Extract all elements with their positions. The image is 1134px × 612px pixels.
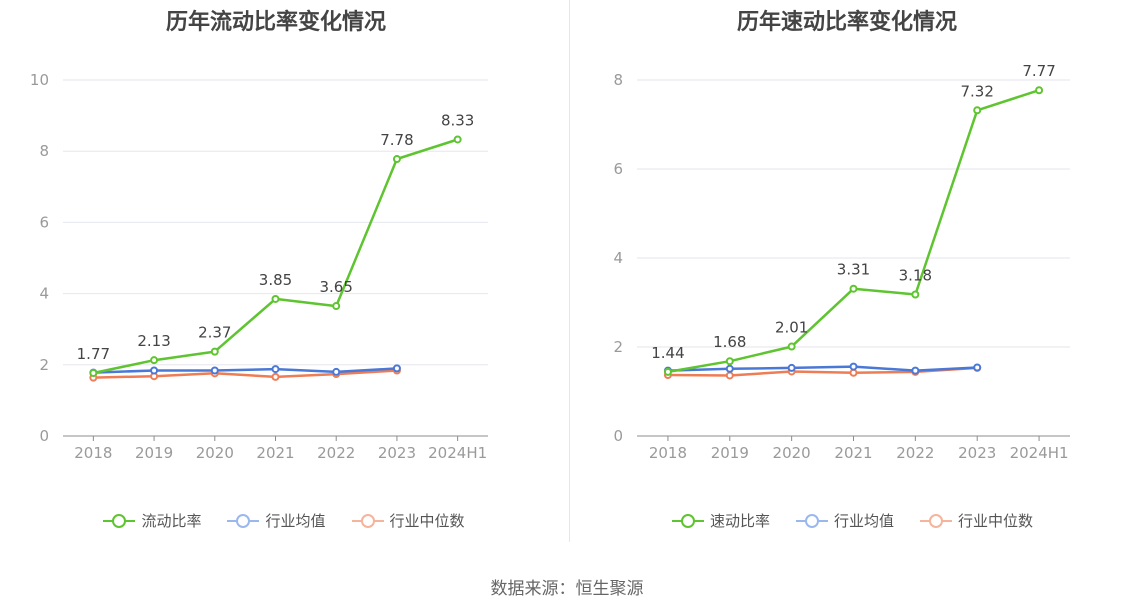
legend-marker-icon: [227, 513, 260, 529]
data-label: 7.78: [380, 131, 413, 149]
y-tick-label: 8: [613, 71, 623, 89]
y-tick-label: 2: [613, 338, 623, 356]
x-tick-label: 2018: [649, 444, 687, 462]
data-point: [725, 364, 734, 373]
data-point: [849, 284, 858, 293]
legend-item-average[interactable]: 行业均值: [795, 510, 894, 531]
series-line-average: [667, 365, 978, 372]
data-point: [332, 367, 341, 376]
data-point: [332, 302, 341, 311]
y-tick-label: 6: [613, 160, 623, 178]
data-point: [210, 347, 219, 356]
data-point: [392, 155, 401, 164]
data-point: [911, 290, 920, 299]
data-point: [725, 371, 734, 380]
data-label: 2.13: [137, 332, 170, 350]
data-point: [453, 135, 462, 144]
data-point: [973, 106, 982, 115]
legend-label: 行业中位数: [389, 512, 465, 530]
legend-marker-icon: [103, 513, 136, 529]
data-point: [725, 357, 734, 366]
y-tick-label: 2: [39, 356, 49, 374]
data-point: [849, 362, 858, 371]
series-line-average: [93, 367, 397, 374]
legend-item-median[interactable]: 行业中位数: [351, 510, 465, 531]
legend-label: 速动比率: [709, 512, 770, 530]
data-point: [150, 356, 159, 365]
x-tick-label: 2023: [958, 444, 996, 462]
x-tick-label: 2021: [834, 444, 872, 462]
y-tick-label: 8: [39, 142, 49, 160]
y-tick-label: 10: [30, 71, 49, 89]
x-tick-label: 2022: [896, 444, 934, 462]
x-tick-label: 2019: [135, 444, 173, 462]
series-line-median: [93, 369, 397, 379]
legend-marker-icon: [795, 513, 828, 529]
data-point: [973, 363, 982, 372]
legend-item-average[interactable]: 行业均值: [227, 510, 326, 531]
data-point: [1035, 86, 1044, 95]
data-point: [911, 366, 920, 375]
x-tick-label: 2021: [256, 444, 294, 462]
x-tick-label: 2022: [317, 444, 355, 462]
x-tick-label: 2024H1: [428, 444, 487, 462]
y-tick-label: 4: [39, 285, 49, 303]
chart-title: 历年流动比率变化情况: [165, 10, 386, 35]
data-label: 1.77: [77, 345, 110, 363]
data-point: [271, 372, 280, 381]
data-label: 3.31: [837, 261, 870, 279]
data-label: 7.32: [961, 82, 994, 100]
legend-label: 行业中位数: [958, 512, 1034, 530]
data-point: [787, 342, 796, 351]
legend-marker-icon: [351, 513, 384, 529]
data-point: [271, 294, 280, 303]
series-line-main: [667, 89, 1040, 374]
x-tick-label: 2023: [378, 444, 416, 462]
chart-plot-area: 0 2 4 6 8 10 2018 2019 2020 2021 2022 2023 2024H1 1.7…: [30, 71, 488, 462]
data-label: 1.44: [651, 344, 684, 362]
x-tick-label: 2019: [711, 444, 749, 462]
y-tick-label: 0: [39, 427, 49, 445]
chart-legend: 速动比率 行业均值 行业中位数: [571, 510, 1134, 531]
data-point: [89, 368, 98, 377]
legend-item-main[interactable]: 流动比率: [103, 510, 201, 531]
data-label: 1.68: [713, 333, 746, 351]
data-point: [849, 368, 858, 377]
panel-divider: [569, 0, 570, 542]
data-source-note: 数据来源：恒生聚源: [490, 579, 644, 599]
y-tick-label: 6: [39, 213, 49, 231]
x-tick-label: 2020: [773, 444, 811, 462]
data-point: [210, 366, 219, 375]
legend-label: 行业均值: [265, 512, 326, 530]
chart-plot-area: 0 2 4 6 8 2018 2019 2020 2021 2022 2023 2024H1 1.44 1…: [613, 62, 1070, 462]
data-label: 3.85: [259, 271, 292, 289]
chart-panel-current-ratio: 历年流动比率变化情况 0 2 4 6 8 10 2018 2019 2020 2021 2022 20…: [0, 0, 568, 545]
legend-label: 行业均值: [833, 512, 894, 530]
chart-title: 历年速动比率变化情况: [736, 10, 957, 35]
data-point: [150, 366, 159, 375]
legend-item-main[interactable]: 速动比率: [671, 510, 770, 531]
data-label: 2.01: [775, 319, 808, 337]
legend-item-median[interactable]: 行业中位数: [920, 510, 1033, 531]
x-tick-label: 2024H1: [1010, 444, 1069, 462]
data-label: 2.37: [198, 324, 231, 342]
data-label: 7.77: [1022, 62, 1055, 80]
data-label: 3.65: [320, 278, 353, 296]
legend-label: 流动比率: [141, 512, 202, 530]
data-point: [271, 365, 280, 374]
x-tick-label: 2018: [74, 444, 112, 462]
x-tick-label: 2020: [196, 444, 234, 462]
data-point: [787, 363, 796, 372]
data-point: [392, 364, 401, 373]
data-label: 8.33: [441, 111, 474, 129]
y-tick-label: 4: [613, 249, 623, 267]
chart-panel-quick-ratio: 历年速动比率变化情况 0 2 4 6 8 2018 2019 2020 2021 2022 2023…: [571, 0, 1134, 545]
y-tick-label: 0: [613, 427, 623, 445]
data-label: 3.18: [899, 266, 932, 284]
data-point: [663, 367, 672, 376]
legend-marker-icon: [671, 513, 704, 529]
chart-legend: 流动比率 行业均值 行业中位数: [0, 510, 568, 531]
legend-marker-icon: [920, 513, 952, 529]
